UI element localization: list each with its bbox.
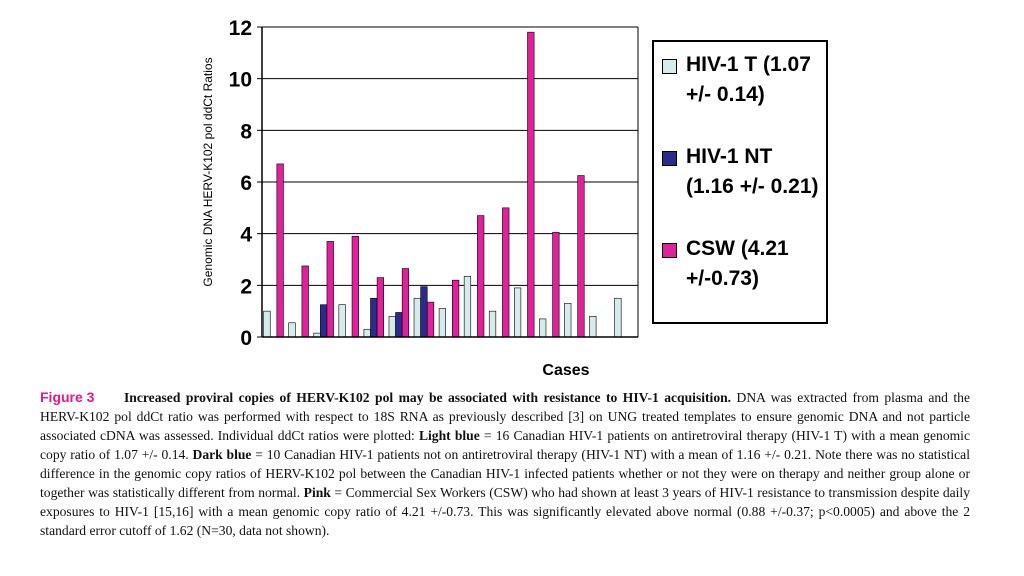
bar-hiv1-t <box>488 310 497 338</box>
bar-hiv1-t <box>513 287 522 338</box>
y-tick-label: 0 <box>240 327 252 350</box>
figure-caption: Increased proviral copies of HERV-K102 p… <box>40 388 970 540</box>
bar-hiv1-t <box>539 318 547 338</box>
caption-text-4: = Commercial Sex Workers (CSW) who had s… <box>40 485 970 538</box>
bar-hiv1-t <box>438 308 447 338</box>
bar-hiv1-t <box>263 310 271 338</box>
legend-label-hiv1-nt: HIV-1 NT (1.16 +/- 0.21) <box>686 145 819 198</box>
y-tick-label: 2 <box>240 275 252 298</box>
caption-pink: Pink <box>303 485 331 500</box>
bar-hiv1-t <box>463 275 472 338</box>
bar-csw <box>301 265 309 338</box>
bar-hiv1-t <box>363 328 371 338</box>
bar-csw <box>326 241 334 338</box>
y-axis-label: Genomic DNA HERV-K102 pol ddCt Ratios <box>201 57 215 286</box>
caption-text-1: DNA was extracted from plasma and the HE… <box>40 390 971 443</box>
bars <box>263 31 622 338</box>
y-tick-labels: 0 2 4 6 8 10 12 <box>229 17 253 350</box>
legend-item-csw: CSW (4.21 +/-0.73) <box>662 234 826 294</box>
caption-light-blue: Light blue <box>418 428 480 443</box>
bar-csw <box>577 175 585 338</box>
bar-hiv1-t <box>589 316 597 338</box>
chart-legend: HIV-1 T (1.07 +/- 0.14) HIV-1 NT (1.16 +… <box>652 40 828 324</box>
legend-swatch-hiv1-nt <box>662 151 677 166</box>
bar-csw <box>276 163 284 338</box>
bar-chart: 0 2 4 6 8 10 12 Genomic DNA HERV-K102 pol ddCt… <box>201 17 639 379</box>
bar-csw <box>552 232 560 338</box>
legend-item-hiv1-nt: HIV-1 NT (1.16 +/- 0.21) <box>662 142 826 202</box>
bar-hiv1-nt <box>320 304 328 338</box>
bar-hiv1-t <box>564 303 572 338</box>
bar-hiv1-t <box>614 297 622 338</box>
legend-item-hiv1-t: HIV-1 T (1.07 +/- 0.14) <box>662 50 826 110</box>
y-tick-label: 12 <box>229 17 252 40</box>
caption-text-3: = 10 Canadian HIV-1 patients not on anti… <box>40 447 970 500</box>
bar-csw <box>502 207 510 338</box>
bar-hiv1-nt <box>370 297 378 338</box>
y-tick-label: 6 <box>240 172 252 195</box>
legend-label-hiv1-t: HIV-1 T (1.07 +/- 0.14) <box>686 53 811 106</box>
bar-csw <box>527 31 535 338</box>
legend-label-csw: CSW (4.21 +/-0.73) <box>686 237 789 290</box>
caption-dark-blue: Dark blue <box>192 447 252 462</box>
legend-swatch-csw <box>662 243 677 258</box>
bar-hiv1-t <box>288 322 296 338</box>
bar-csw <box>451 279 460 338</box>
legend-swatch-hiv1-t <box>662 59 677 74</box>
y-tick-label: 10 <box>229 69 252 92</box>
y-tick-label: 4 <box>240 224 252 247</box>
bar-csw <box>477 215 485 338</box>
bar-csw <box>351 235 359 338</box>
y-tick-label: 8 <box>240 120 252 143</box>
bar-hiv1-t <box>413 297 421 338</box>
bar-hiv1-nt <box>395 312 403 338</box>
axes <box>257 26 639 338</box>
bar-csw <box>426 301 435 338</box>
figure-label: Figure 3 <box>40 389 95 405</box>
bar-hiv1-t <box>338 304 346 338</box>
caption-title: Increased proviral copies of HERV-K102 p… <box>124 390 732 405</box>
bar-hiv1-t <box>388 316 396 338</box>
x-axis-label: Cases <box>542 362 589 379</box>
bar-csw <box>401 268 410 338</box>
bar-csw <box>376 277 385 338</box>
bar-hiv1-nt <box>420 286 428 338</box>
caption-paragraph: Increased proviral copies of HERV-K102 p… <box>40 388 970 540</box>
caption-text-2: = 16 Canadian HIV-1 patients on antiretr… <box>40 428 970 462</box>
